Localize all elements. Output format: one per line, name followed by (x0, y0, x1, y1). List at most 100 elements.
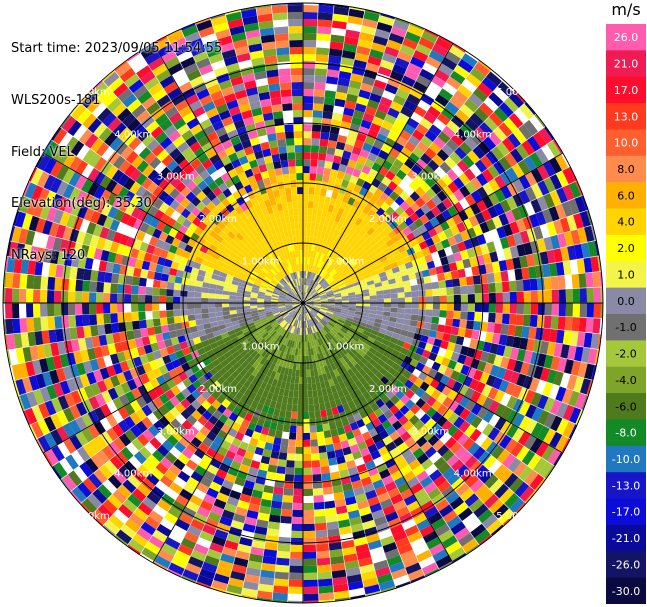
velocity-gate (19, 196, 32, 214)
velocity-gate (289, 236, 294, 245)
velocity-gate (273, 578, 289, 587)
velocity-gate (52, 355, 63, 370)
velocity-gate (531, 407, 544, 422)
velocity-gate (496, 344, 506, 357)
velocity-gate (440, 340, 449, 350)
velocity-gate (138, 311, 146, 321)
velocity-gate (258, 288, 266, 293)
velocity-gate (424, 505, 439, 519)
velocity-gate (278, 247, 284, 255)
velocity-gate (280, 231, 286, 240)
velocity-gate (140, 269, 149, 279)
velocity-gate (324, 240, 331, 249)
velocity-gate (594, 240, 600, 256)
velocity-gate (66, 378, 78, 393)
velocity-gate (290, 289, 297, 295)
velocity-gate (391, 266, 400, 274)
velocity-gate (303, 418, 310, 426)
velocity-gate (434, 241, 444, 252)
velocity-gate (333, 583, 349, 593)
velocity-gate (35, 217, 47, 234)
velocity-gate (290, 265, 295, 273)
velocity-gate (337, 331, 345, 339)
velocity-gate (329, 197, 337, 206)
velocity-gate (94, 393, 107, 407)
velocity-gate (324, 248, 331, 256)
velocity-gate (66, 214, 77, 229)
velocity-gate (331, 569, 347, 579)
velocity-gate (389, 561, 405, 573)
velocity-gate (556, 187, 568, 204)
velocity-gate (263, 420, 272, 429)
velocity-gate (281, 508, 293, 517)
velocity-gate (524, 186, 537, 202)
velocity-gate (253, 409, 262, 418)
velocity-gate (68, 303, 76, 316)
velocity-gate (290, 418, 297, 426)
velocity-gate (220, 216, 230, 226)
velocity-gate (356, 132, 367, 143)
velocity-gate (350, 214, 359, 224)
velocity-gate (229, 239, 238, 248)
velocity-gate (317, 12, 333, 21)
velocity-gate (494, 175, 507, 189)
velocity-gate (62, 422, 76, 438)
velocity-gate (272, 323, 280, 330)
velocity-gate (311, 138, 320, 146)
velocity-gate (506, 395, 518, 410)
velocity-gate (585, 272, 594, 288)
velocity-gate (469, 112, 484, 127)
velocity-gate (543, 276, 552, 290)
velocity-gate (428, 142, 442, 155)
velocity-gate (482, 514, 498, 529)
velocity-gate (133, 451, 147, 465)
velocity-gate (372, 116, 384, 127)
velocity-gate (192, 174, 204, 186)
velocity-gate (374, 247, 383, 255)
velocity-gate (330, 471, 341, 480)
velocity-gate (227, 427, 238, 438)
velocity-gate (391, 568, 408, 580)
velocity-gate (387, 256, 397, 265)
velocity-gate (390, 26, 407, 38)
velocity-gate (117, 88, 133, 103)
velocity-gate (300, 292, 303, 300)
velocity-gate (416, 74, 431, 88)
velocity-gate (263, 155, 273, 164)
velocity-gate (99, 417, 112, 431)
velocity-gate (334, 498, 347, 508)
velocity-gate (53, 462, 68, 479)
velocity-gate (391, 248, 401, 257)
velocity-gate (224, 178, 235, 189)
velocity-gate (381, 259, 390, 268)
velocity-gate (299, 313, 302, 321)
velocity-gate (266, 245, 273, 253)
velocity-gate (262, 256, 270, 264)
velocity-gate (395, 317, 404, 324)
velocity-gate (483, 97, 499, 112)
velocity-gate (192, 217, 202, 227)
velocity-gate (93, 122, 108, 138)
velocity-gate (384, 371, 394, 381)
velocity-gate (225, 450, 236, 461)
velocity-gate (400, 269, 409, 277)
velocity-gate (159, 427, 172, 440)
velocity-gate (94, 157, 107, 172)
velocity-gate (462, 512, 478, 527)
velocity-gate (190, 470, 203, 483)
velocity-gate (338, 269, 346, 276)
velocity-gate (498, 259, 508, 272)
velocity-gate (244, 412, 253, 422)
velocity-gate (118, 199, 130, 213)
velocity-gate (358, 425, 369, 435)
velocity-gate (354, 287, 362, 292)
velocity-gate (209, 367, 219, 376)
velocity-gate (87, 118, 102, 134)
velocity-gate (395, 88, 410, 100)
velocity-gate (291, 411, 298, 419)
velocity-gate (323, 365, 330, 374)
velocity-gate (218, 462, 231, 473)
velocity-gate (539, 340, 549, 355)
velocity-gate (239, 321, 247, 328)
velocity-gate (593, 303, 601, 318)
